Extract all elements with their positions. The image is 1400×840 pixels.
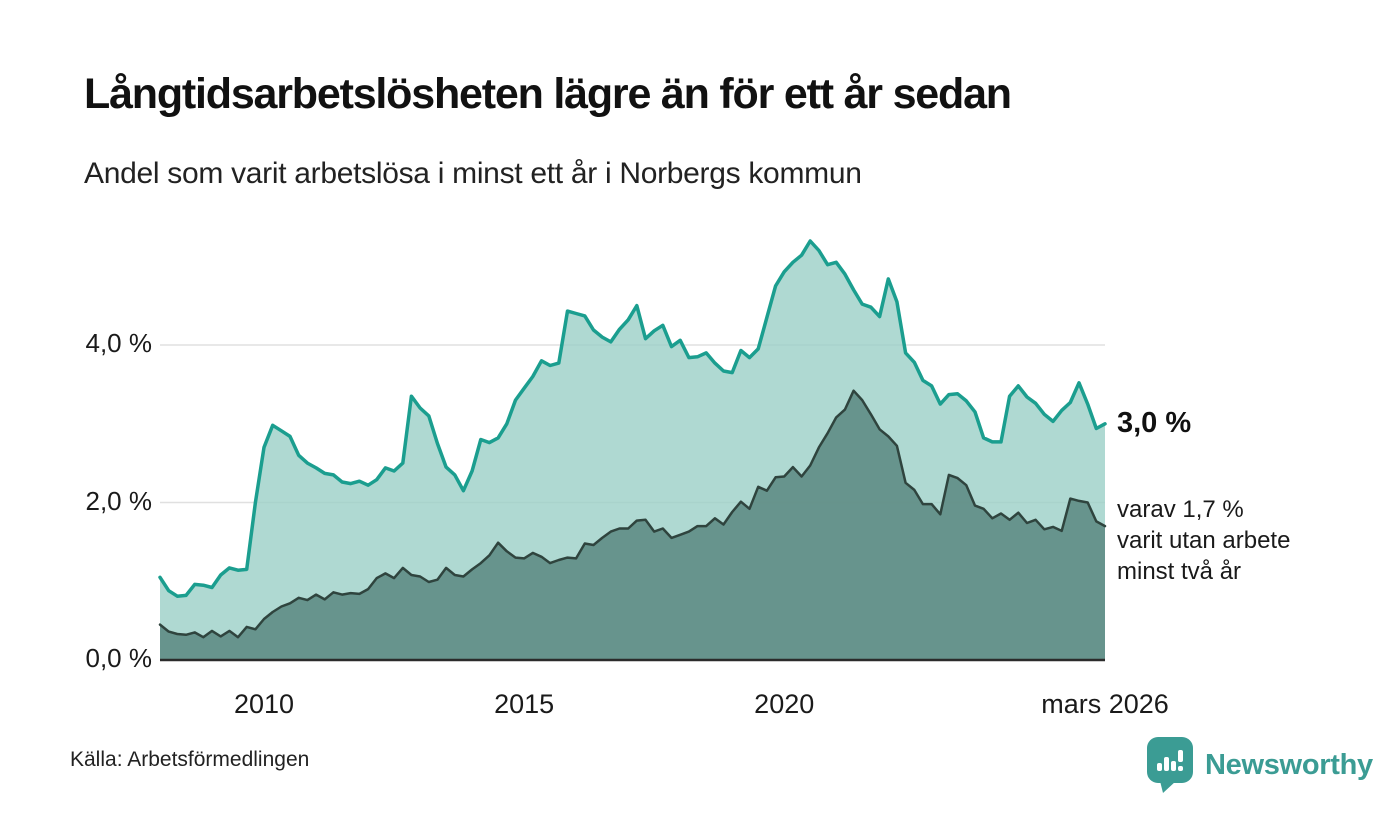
end-value-annotation: 3,0 %: [1117, 407, 1192, 439]
x-axis-tick-label: mars 2026: [1041, 689, 1169, 719]
chart-subtitle: Andel som varit arbetslösa i minst ett å…: [84, 157, 862, 190]
secondary-series-annotation: varav 1,7 % varit utan arbete minst två …: [1117, 494, 1290, 587]
x-axis-tick-label: 2020: [754, 689, 815, 719]
series-line: [158, 239, 1107, 598]
annotation-line: varit utan arbete: [1117, 527, 1291, 554]
page-title: Långtidsarbetslösheten lägre än för ett …: [84, 70, 1012, 118]
y-axis-tick-label: 0,0 %: [85, 643, 153, 673]
x-axis-tick-label: 2015: [494, 689, 555, 719]
series-line: [158, 389, 1107, 639]
newsworthy-logo: Newsworthy: [1146, 736, 1373, 794]
annotation-line: varav 1,7 %: [1117, 496, 1244, 523]
x-axis-tick-label: 2010: [233, 689, 295, 719]
brand-name: Newsworthy: [1205, 748, 1373, 781]
newsworthy-pin-icon: [1147, 737, 1193, 793]
y-axis-tick-label: 2,0 %: [85, 485, 153, 516]
y-axis-tick-label: 4,0 %: [85, 328, 153, 358]
annotation-line: minst två år: [1117, 558, 1242, 585]
source-attribution: Källa: Arbetsförmedlingen: [70, 748, 310, 771]
